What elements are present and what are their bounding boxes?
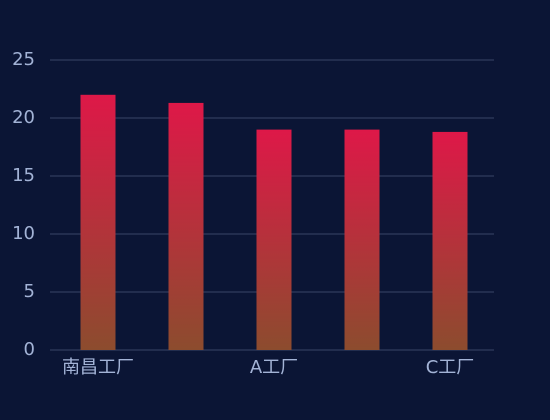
x-tick-label: A工厂 [250, 357, 298, 378]
x-tick-label: 南昌工厂 [62, 357, 134, 378]
y-tick-label: 15 [12, 165, 35, 186]
y-tick-label: 0 [24, 339, 35, 360]
bar [168, 102, 204, 350]
y-tick-label: 20 [12, 107, 35, 128]
x-tick-label: C工厂 [426, 357, 475, 378]
bar [80, 94, 116, 350]
y-tick-label: 25 [12, 49, 35, 70]
y-tick-label: 5 [24, 281, 35, 302]
bar [344, 129, 380, 350]
bar [256, 129, 292, 350]
bar [432, 131, 468, 350]
y-tick-label: 10 [12, 223, 35, 244]
